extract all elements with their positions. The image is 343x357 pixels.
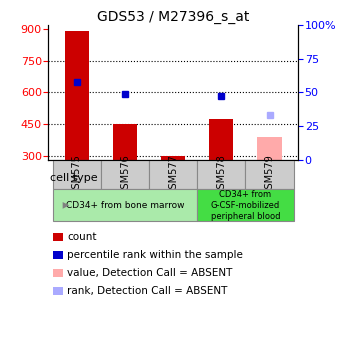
Bar [149, 160, 197, 190]
Title: GDS53 / M27396_s_at: GDS53 / M27396_s_at [97, 10, 249, 24]
Bar [101, 160, 149, 190]
Text: GSM577: GSM577 [168, 154, 178, 195]
Bar [65, 31, 89, 160]
Text: rank, Detection Call = ABSENT: rank, Detection Call = ABSENT [67, 286, 227, 296]
Text: GSM579: GSM579 [264, 154, 274, 195]
Text: value, Detection Call = ABSENT: value, Detection Call = ABSENT [67, 268, 232, 278]
Text: percentile rank within the sample: percentile rank within the sample [67, 250, 243, 260]
Text: count: count [67, 232, 96, 242]
Text: CD34+ from
G-CSF-mobilized
peripheral blood: CD34+ from G-CSF-mobilized peripheral bl… [211, 190, 280, 221]
Text: GSM578: GSM578 [216, 154, 226, 195]
Bar [197, 160, 246, 190]
Bar [209, 119, 233, 160]
Bar [197, 190, 294, 221]
Text: cell type: cell type [50, 173, 98, 183]
Text: GSM575: GSM575 [72, 154, 82, 195]
Bar [53, 190, 197, 221]
Bar [113, 124, 137, 160]
Bar [161, 156, 185, 160]
Text: GSM576: GSM576 [120, 154, 130, 195]
Bar [258, 137, 282, 160]
Text: CD34+ from bone marrow: CD34+ from bone marrow [66, 201, 184, 210]
Bar [53, 160, 101, 190]
Bar [246, 160, 294, 190]
